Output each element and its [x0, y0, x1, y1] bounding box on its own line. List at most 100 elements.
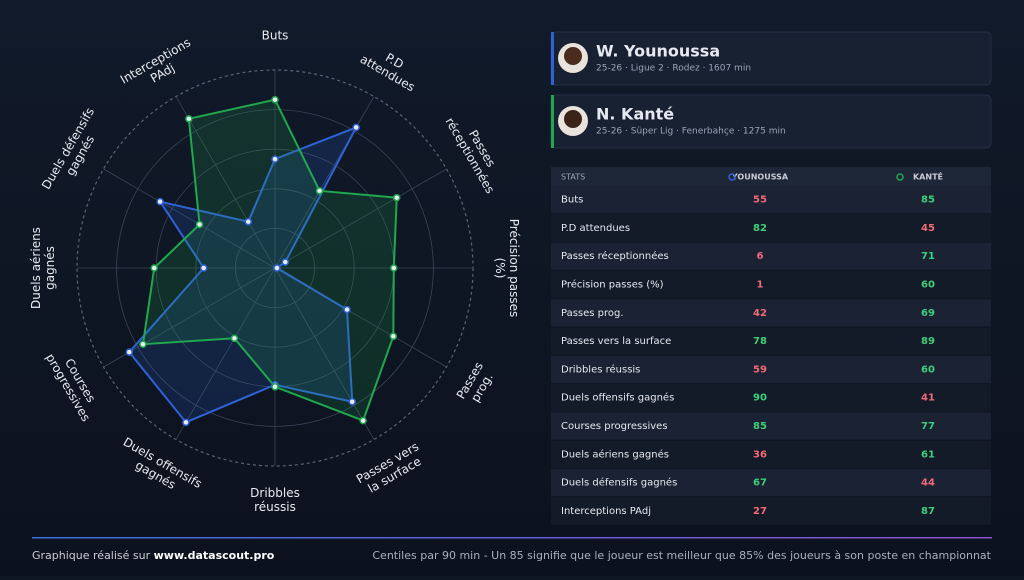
player-name: W. Younoussa: [596, 42, 720, 61]
radar-point: [359, 416, 367, 425]
row-value: 27: [753, 506, 767, 517]
row-value: 77: [921, 421, 935, 432]
row-value: 69: [921, 308, 935, 319]
radar-point: [244, 217, 253, 226]
table-row: [551, 412, 991, 440]
row-label: Précision passes (%): [561, 279, 664, 291]
axis-label-line: (%): [494, 258, 508, 279]
radar-point: [392, 193, 401, 202]
table-row: [551, 299, 991, 327]
radar-point: [150, 264, 158, 272]
radar-point: [195, 220, 204, 229]
legend-swatch: [728, 173, 736, 181]
table-row: [551, 186, 991, 214]
row-label: Passes prog.: [561, 308, 624, 319]
row-value: 71: [921, 251, 935, 262]
radar-point: [390, 264, 398, 272]
radar-point: [389, 332, 398, 341]
row-label: Dribbles réussis: [561, 363, 640, 375]
axis-label-line: Duels aériens: [29, 227, 43, 309]
row-value: 82: [753, 223, 767, 234]
radar-point: [315, 187, 324, 195]
radar-point: [199, 264, 208, 272]
avatar-face: [564, 110, 582, 128]
player-name: N. Kanté: [596, 105, 674, 124]
row-label: Passes vers la surface: [561, 336, 671, 347]
radar-point: [125, 348, 133, 356]
table-row: [551, 355, 991, 384]
row-value: 87: [921, 506, 935, 517]
footer-credit: Graphique réalisé sur: [32, 549, 154, 562]
row-label: Passes réceptionnées: [561, 250, 669, 262]
legend-swatch: [896, 173, 904, 181]
spoke: [175, 96, 276, 269]
footer-text: Graphique réalisé sur www.datascout.pro: [32, 549, 275, 562]
axis-label-line: gagnés: [43, 246, 57, 290]
spoke: [103, 168, 276, 269]
radar-point: [271, 155, 279, 163]
row-value: 90: [753, 393, 767, 404]
axis-label: Dribbles réussis: [250, 486, 300, 514]
row-label: Buts: [561, 195, 583, 206]
spoke: [175, 267, 276, 440]
row-value: 55: [753, 195, 767, 206]
row-value: 78: [753, 336, 767, 347]
radar-point: [182, 418, 190, 427]
table-header-label: STATS: [561, 173, 585, 182]
table-row: [551, 327, 991, 355]
card-accent: [551, 32, 554, 85]
footer-rule: [32, 537, 992, 539]
table-row: [551, 497, 991, 525]
row-label: Duels aériens gagnés: [561, 448, 669, 460]
radar-point: [352, 123, 360, 132]
row-label: P.D attendues: [561, 223, 630, 234]
player-info: 25-26 · Ligue 2 · Rodez · 1607 min: [596, 64, 751, 74]
table-header: [551, 167, 991, 186]
row-label: Interceptions PAdj: [561, 506, 651, 517]
radar-point: [156, 197, 164, 206]
row-value: 61: [921, 449, 935, 460]
axis-label-line: réussis: [254, 500, 296, 514]
table-row: [551, 469, 991, 497]
row-value: 85: [921, 195, 935, 206]
axis-label: Duels aériensgagnés: [29, 227, 57, 309]
table-row: [551, 270, 991, 299]
axis-label: Buts: [262, 29, 289, 43]
radar-point: [281, 258, 290, 266]
row-value: 45: [921, 223, 935, 234]
card-accent: [551, 95, 554, 148]
radar-point: [271, 383, 279, 391]
axis-label-line: Précision passes: [508, 219, 522, 317]
avatar-face: [564, 47, 582, 65]
row-value: 60: [921, 280, 935, 291]
legend-entry: KANTÉ: [913, 171, 943, 182]
radar-point: [271, 95, 279, 104]
radar-point: [273, 264, 281, 272]
radar-point: [185, 115, 193, 123]
row-value: 36: [753, 449, 767, 460]
table-row: [551, 242, 991, 270]
radar-point: [230, 334, 239, 343]
row-label: Duels offensifs gagnés: [561, 392, 674, 404]
row-value: 67: [753, 478, 767, 489]
legend-entry: YOUNOUSSA: [731, 173, 789, 182]
table-row: [551, 214, 991, 242]
row-label: Duels défensifs gagnés: [561, 477, 677, 489]
footer-link: www.datascout.pro: [154, 549, 275, 562]
spoke: [274, 168, 447, 269]
row-label: Courses progressives: [561, 421, 668, 432]
spoke: [274, 267, 375, 440]
row-value: 89: [921, 336, 935, 347]
row-value: 60: [921, 364, 935, 375]
row-value: 1: [757, 280, 764, 291]
radar-point: [348, 397, 356, 406]
table-row: [551, 440, 991, 468]
table-row: [551, 384, 991, 412]
player-info: 25-26 · Süper Lig · Fenerbahçe · 1275 mi…: [596, 127, 786, 137]
row-value: 42: [753, 308, 767, 319]
row-value: 44: [921, 478, 935, 489]
row-value: 59: [753, 364, 767, 375]
radar-point: [343, 305, 351, 314]
